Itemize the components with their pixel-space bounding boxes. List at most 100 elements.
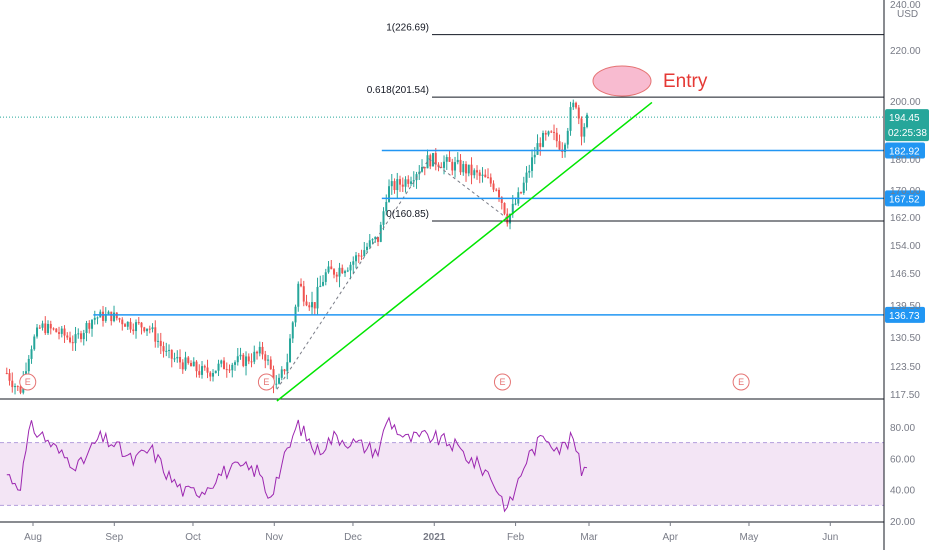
trendline[interactable] (276, 101, 653, 402)
price-tick-label: 154.00 (890, 241, 921, 252)
candle-body (55, 328, 58, 333)
candle-body (327, 266, 330, 273)
candle-body (531, 157, 534, 171)
candle-body (58, 332, 61, 334)
candle-body (102, 311, 105, 321)
price-tick-label: 146.50 (890, 269, 921, 280)
price-axis[interactable]: 182.92 167.52 136.73 240.00 220.00 200.00 180.… (883, 0, 929, 550)
fib-level-label: 1(226.69) (386, 23, 429, 34)
candle-body (429, 155, 432, 167)
fib-level-label: 0(160.85) (386, 209, 429, 220)
candle-body (459, 159, 462, 173)
candle-body (333, 269, 336, 275)
candle-body (256, 351, 259, 354)
time-tick-label: Feb (507, 532, 525, 543)
candle-body (85, 323, 88, 334)
candle-body (247, 356, 250, 362)
earnings-marker-label: E (499, 377, 505, 387)
candle-body (462, 164, 465, 173)
earnings-marker[interactable] (257, 373, 275, 391)
candle-body (404, 179, 407, 187)
candle-body (305, 301, 308, 306)
earnings-marker-label: E (738, 377, 744, 387)
candle-body (261, 346, 264, 355)
candle-body (390, 181, 393, 187)
candle-body (245, 356, 248, 366)
candle-body (107, 311, 110, 315)
price-line-tag-label: 182.92 (889, 147, 920, 158)
candle-body (550, 131, 553, 133)
earnings-marker[interactable] (732, 373, 750, 391)
candle-body (69, 337, 72, 343)
earnings-marker[interactable] (19, 373, 37, 391)
candle-body (547, 131, 550, 135)
candle-body (253, 351, 256, 362)
candle-body (38, 327, 41, 329)
candle-body (212, 372, 215, 377)
price-tick-label: 170.00 (890, 186, 921, 197)
price-tick-label: 240.00 (890, 0, 921, 11)
candle-body (498, 189, 501, 198)
candle-body (445, 157, 448, 162)
earnings-marker[interactable] (493, 373, 511, 391)
candle-body (432, 153, 435, 167)
candle-body (423, 166, 426, 169)
candle-body (154, 327, 157, 342)
candle-body (228, 369, 231, 371)
earnings-marker-label: E (25, 377, 31, 387)
entry-marker-ellipse[interactable] (592, 65, 652, 97)
candle-body (297, 283, 300, 307)
candle-body (250, 361, 253, 363)
current-price-label: 194.45 (889, 113, 920, 124)
candle-body (77, 333, 80, 335)
candle-body (201, 366, 204, 375)
price-line-tag-label: 136.73 (889, 311, 920, 322)
candle-body (11, 380, 14, 388)
candle-body (124, 324, 127, 327)
candle-body (533, 154, 536, 158)
candle-body (379, 224, 382, 242)
candle-body (129, 321, 132, 330)
price-pane[interactable]: 1(226.69) 0.618(201.54) 0(160.85) E E E E (0, 23, 884, 402)
candle-body (88, 323, 91, 329)
price-tick-label: 180.00 (890, 155, 921, 166)
candle-body (33, 336, 36, 350)
candle-body (470, 164, 473, 176)
candle-body (140, 322, 143, 328)
annotations: Entry (592, 65, 708, 97)
earnings-marker-label: E (263, 377, 269, 387)
candle-body (478, 172, 481, 176)
candle-body (451, 161, 454, 171)
price-tick-label: 130.50 (890, 333, 921, 344)
candle-body (168, 349, 171, 351)
candle-body (181, 362, 184, 370)
candle-body (286, 362, 289, 372)
candle-body (242, 354, 245, 366)
candle-body (388, 186, 391, 202)
time-tick-label: Aug (24, 532, 42, 543)
candle-body (454, 162, 457, 171)
candle-body (572, 102, 575, 108)
candle-body (577, 107, 580, 119)
candle-body (96, 317, 99, 319)
candle-body (566, 130, 569, 145)
candle-body (385, 201, 388, 212)
candle-body (192, 361, 195, 367)
candle-body (289, 338, 292, 363)
candle-body (157, 340, 160, 342)
candle-body (575, 102, 578, 108)
candle-body (162, 346, 165, 352)
candle-body (349, 264, 352, 271)
price-tick-label: 123.50 (890, 362, 921, 373)
time-tick-label: Sep (105, 532, 123, 543)
candle-body (484, 174, 487, 178)
candle-body (27, 358, 30, 372)
candle-body (126, 321, 129, 327)
candle-body (159, 340, 162, 347)
candle-body (264, 354, 267, 361)
candle-body (258, 346, 261, 354)
candle-body (302, 286, 305, 302)
candle-body (481, 174, 484, 176)
candle-body (236, 356, 239, 363)
candle-body (341, 267, 344, 274)
